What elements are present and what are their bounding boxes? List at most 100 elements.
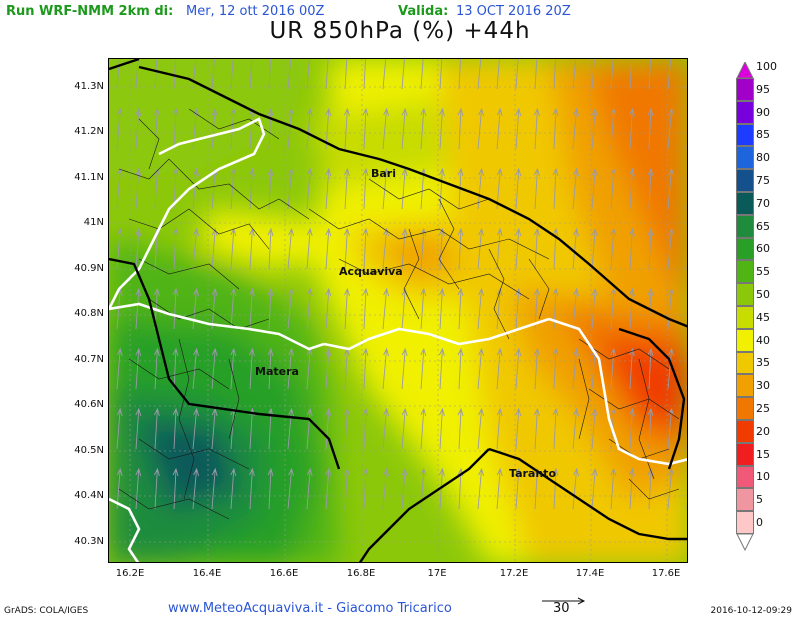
wind-arrow	[647, 167, 654, 210]
wind-arrow	[382, 227, 390, 270]
wind-arrow	[572, 167, 580, 210]
wind-arrow	[457, 407, 464, 450]
wind-arrow	[477, 347, 485, 390]
wind-arrow	[572, 287, 580, 330]
wind-arrow	[496, 59, 500, 90]
wind-arrow	[515, 347, 522, 390]
wind-arrow	[686, 234, 687, 269]
wind-arrow	[610, 107, 617, 150]
wind-arrow	[306, 407, 313, 450]
city-labels: Bari Acquaviva Matera Taranto	[255, 167, 556, 480]
scale-swatch	[736, 78, 754, 101]
wind-arrow	[211, 467, 218, 510]
wind-arrow	[420, 287, 427, 330]
region-boundary	[109, 117, 687, 562]
wind-arrow	[610, 467, 617, 510]
wind-arrow	[268, 59, 271, 90]
wind-arrow	[647, 347, 654, 390]
wind-arrow	[287, 107, 295, 150]
wind-arrow	[591, 107, 598, 150]
wind-arrow	[667, 227, 675, 270]
wind-arrow	[458, 59, 461, 90]
wind-arrow	[343, 107, 350, 150]
wind-arrow	[552, 407, 559, 450]
scale-top-arrow	[736, 62, 754, 79]
wind-arrow	[629, 59, 633, 90]
city-matera: Matera	[255, 365, 299, 378]
wind-arrow	[343, 407, 350, 450]
wind-arrow	[552, 167, 559, 210]
wind-arrow	[515, 467, 522, 510]
city-acquaviva: Acquaviva	[339, 265, 403, 278]
scale-bottom-arrow	[736, 533, 754, 552]
color-scale-ends	[736, 62, 754, 552]
wind-arrow	[116, 347, 123, 390]
lon-label: 16.2E	[115, 568, 145, 579]
wind-arrow	[116, 227, 123, 270]
wind-arrow	[172, 407, 179, 450]
wind-arrow	[420, 107, 427, 150]
wind-arrow	[267, 107, 274, 150]
scale-label: 100	[756, 60, 777, 73]
wind-arrow	[211, 59, 215, 90]
wind-arrow	[343, 287, 350, 330]
wind-arrow	[420, 347, 427, 390]
lat-label: 40.6N	[74, 399, 104, 410]
scale-label: 55	[756, 265, 770, 279]
wind-arrow	[267, 227, 274, 270]
grads-credit: GrADS: COLA/IGES	[4, 606, 89, 616]
wind-arrow	[362, 107, 369, 150]
wind-arrow	[382, 407, 390, 450]
wind-arrow	[325, 287, 332, 330]
municipal-boundaries	[118, 108, 680, 520]
wind-arrow	[515, 227, 522, 270]
lat-label: 40.5N	[74, 445, 104, 456]
lat-lon-grid	[109, 59, 687, 562]
wind-arrow	[248, 227, 255, 270]
wind-arrow	[306, 167, 313, 210]
wind-arrow	[192, 467, 200, 510]
wind-arrow	[135, 287, 142, 330]
valid-date: 13 OCT 2016 20Z	[456, 4, 571, 19]
wind-arrow	[211, 287, 218, 330]
wind-arrow	[572, 227, 580, 270]
scale-label: 0	[756, 516, 763, 529]
scale-label: 45	[756, 310, 770, 324]
wind-arrow	[306, 227, 313, 270]
wind-arrow	[686, 354, 687, 389]
wind-arrow	[496, 347, 503, 390]
wind-arrow	[344, 59, 348, 90]
wind-arrow	[477, 287, 485, 330]
scale-swatch	[736, 237, 754, 261]
wind-arrow	[591, 227, 598, 270]
wind-arrow	[515, 167, 522, 210]
reference-vector-arrow	[542, 597, 586, 605]
wind-arrow	[172, 467, 179, 510]
wind-arrow	[591, 167, 598, 210]
wind-arrow	[667, 107, 675, 150]
wind-arrow	[686, 83, 687, 89]
wind-arrow	[667, 467, 675, 510]
wind-arrow	[686, 474, 687, 509]
lon-label: 17E	[427, 568, 447, 579]
scale-label: 90	[756, 105, 770, 119]
wind-arrow	[230, 287, 237, 330]
wind-arrow	[591, 59, 595, 90]
scale-swatch	[736, 100, 754, 124]
wind-arrow	[686, 414, 687, 449]
wind-arrow	[401, 107, 408, 150]
wind-arrow	[135, 227, 142, 270]
wind-arrow	[325, 407, 332, 450]
wind-arrow	[647, 107, 654, 150]
lon-label: 16.4E	[192, 568, 222, 579]
wind-arrow	[172, 287, 179, 330]
scale-label: 70	[756, 196, 770, 210]
lat-label: 41.3N	[74, 81, 104, 92]
wind-arrow	[401, 227, 408, 270]
scale-swatch	[736, 123, 754, 147]
wind-arrow	[192, 167, 200, 210]
wind-arrow	[457, 287, 464, 330]
scale-label: 20	[756, 424, 770, 438]
wind-arrow	[173, 59, 176, 90]
wind-arrow	[628, 167, 635, 210]
